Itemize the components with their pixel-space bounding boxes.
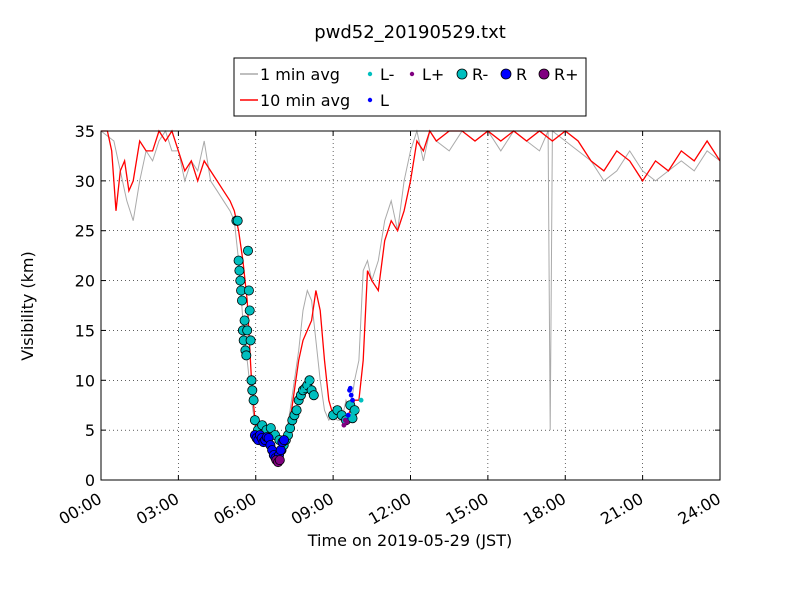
series-line-10-min-avg bbox=[101, 129, 721, 456]
point-r-minus bbox=[248, 395, 259, 406]
marker-layer bbox=[231, 215, 364, 468]
point-r-minus bbox=[241, 350, 252, 361]
legend-swatch-r bbox=[500, 68, 512, 80]
legend-item-r-minus: R- bbox=[456, 65, 488, 84]
point-r bbox=[279, 435, 290, 446]
point-l-plus bbox=[341, 422, 347, 428]
legend-item-r: R bbox=[500, 65, 527, 84]
point-l bbox=[350, 397, 355, 403]
point-r-minus bbox=[242, 325, 253, 336]
x-tick-label: 15:00 bbox=[442, 489, 491, 529]
chart-title: pwd52_20190529.txt bbox=[314, 22, 506, 43]
legend-swatch-l bbox=[367, 97, 373, 103]
point-l bbox=[347, 385, 353, 391]
point-l-minus bbox=[309, 377, 314, 383]
x-tick-label: 24:00 bbox=[675, 489, 724, 529]
point-r-minus bbox=[291, 405, 302, 416]
x-tick-label: 12:00 bbox=[365, 489, 414, 529]
legend-label-l-plus: L+ bbox=[422, 65, 444, 84]
y-tick-label: 0 bbox=[85, 471, 95, 490]
x-tick-label: 18:00 bbox=[520, 489, 569, 529]
point-r-minus bbox=[232, 215, 243, 226]
legend-item-r-plus: R+ bbox=[538, 65, 579, 84]
point-l-minus bbox=[354, 407, 360, 413]
y-tick-label: 20 bbox=[75, 272, 95, 291]
point-r-minus bbox=[234, 265, 245, 276]
point-r-minus bbox=[233, 255, 244, 266]
point-l-minus bbox=[350, 412, 355, 418]
legend-item-1-min-avg: 1 min avg bbox=[240, 65, 340, 84]
legend-item-l-plus: L+ bbox=[409, 65, 444, 84]
point-r-minus bbox=[246, 375, 257, 386]
point-l bbox=[348, 392, 354, 398]
point-l-minus bbox=[304, 382, 310, 388]
legend-item-l-minus: L- bbox=[367, 65, 394, 84]
point-r-minus bbox=[242, 245, 253, 256]
legend-label-r-minus: R- bbox=[472, 65, 488, 84]
x-tick-label: 03:00 bbox=[133, 489, 182, 529]
y-tick-label: 25 bbox=[75, 222, 95, 241]
point-r-minus bbox=[236, 295, 247, 306]
y-tick-label: 15 bbox=[75, 321, 95, 340]
legend-label-r-plus: R+ bbox=[554, 65, 579, 84]
legend-swatch-r-minus bbox=[456, 68, 468, 80]
point-r-minus bbox=[235, 275, 246, 286]
point-r-minus bbox=[245, 335, 256, 346]
point-l-minus bbox=[300, 387, 306, 393]
point-r-minus bbox=[249, 415, 260, 426]
y-axis-label: Visibility (km) bbox=[18, 251, 37, 360]
point-r-plus bbox=[274, 455, 285, 466]
y-tick-label: 30 bbox=[75, 172, 95, 191]
point-r-minus bbox=[243, 285, 254, 296]
point-r-minus bbox=[247, 385, 258, 396]
point-l bbox=[345, 412, 351, 418]
point-l-plus bbox=[344, 419, 350, 425]
legend-swatch-r-plus bbox=[538, 68, 550, 80]
x-tick-label: 21:00 bbox=[597, 489, 646, 529]
x-tick-label: 09:00 bbox=[288, 489, 337, 529]
point-r-minus bbox=[308, 390, 319, 401]
point-r bbox=[275, 445, 286, 456]
legend-item-10-min-avg: 10 min avg bbox=[240, 91, 350, 110]
legend-box bbox=[233, 57, 587, 117]
legend-swatch-l-plus bbox=[409, 71, 415, 77]
y-tick-label: 10 bbox=[75, 371, 95, 390]
point-r-minus bbox=[239, 315, 250, 326]
x-tick-label: 00:00 bbox=[56, 489, 105, 529]
point-l-minus bbox=[358, 397, 364, 403]
plot-area bbox=[101, 131, 720, 480]
legend-label-r: R bbox=[516, 65, 527, 84]
x-axis-label: Time on 2019-05-29 (JST) bbox=[307, 531, 512, 550]
y-tick-label: 35 bbox=[75, 122, 95, 141]
legend-swatch-l-minus bbox=[367, 71, 373, 77]
legend-label-l-minus: L- bbox=[380, 65, 394, 84]
legend-item-l: L bbox=[367, 91, 389, 110]
y-tick-label: 5 bbox=[85, 421, 95, 440]
legend: 1 min avg 10 min avg L- L L+ R- R R+ bbox=[233, 57, 587, 117]
x-tick-label: 06:00 bbox=[210, 489, 259, 529]
legend-label-l: L bbox=[380, 91, 389, 110]
legend-label-10-min-avg: 10 min avg bbox=[260, 91, 350, 110]
point-r-minus bbox=[244, 305, 255, 316]
legend-label-1-min-avg: 1 min avg bbox=[260, 65, 340, 84]
